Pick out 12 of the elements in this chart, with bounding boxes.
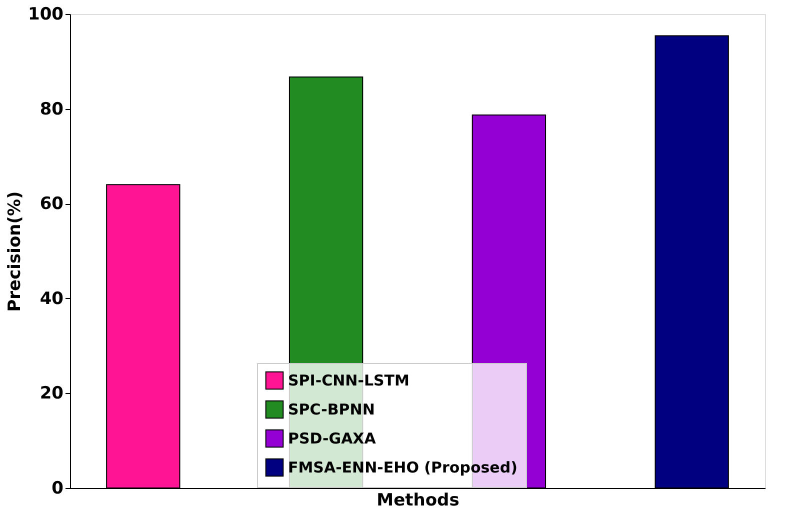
legend-label: SPC-BPNN	[288, 400, 375, 418]
legend-label: PSD-GAXA	[288, 430, 376, 448]
y-tick-label: 80	[40, 99, 64, 120]
x-axis-title: Methods	[376, 490, 460, 510]
y-axis-title: Precision(%)	[5, 191, 26, 312]
y-tick-label: 0	[52, 478, 64, 498]
y-tick-label: 40	[40, 288, 64, 309]
y-tick-label: 20	[40, 384, 64, 404]
y-tick-label: 60	[40, 194, 64, 214]
y-tick-label: 100	[28, 4, 64, 24]
legend-label: FMSA-ENN-EHO (Proposed)	[288, 458, 518, 476]
legend-label: SPI-CNN-LSTM	[288, 372, 410, 390]
